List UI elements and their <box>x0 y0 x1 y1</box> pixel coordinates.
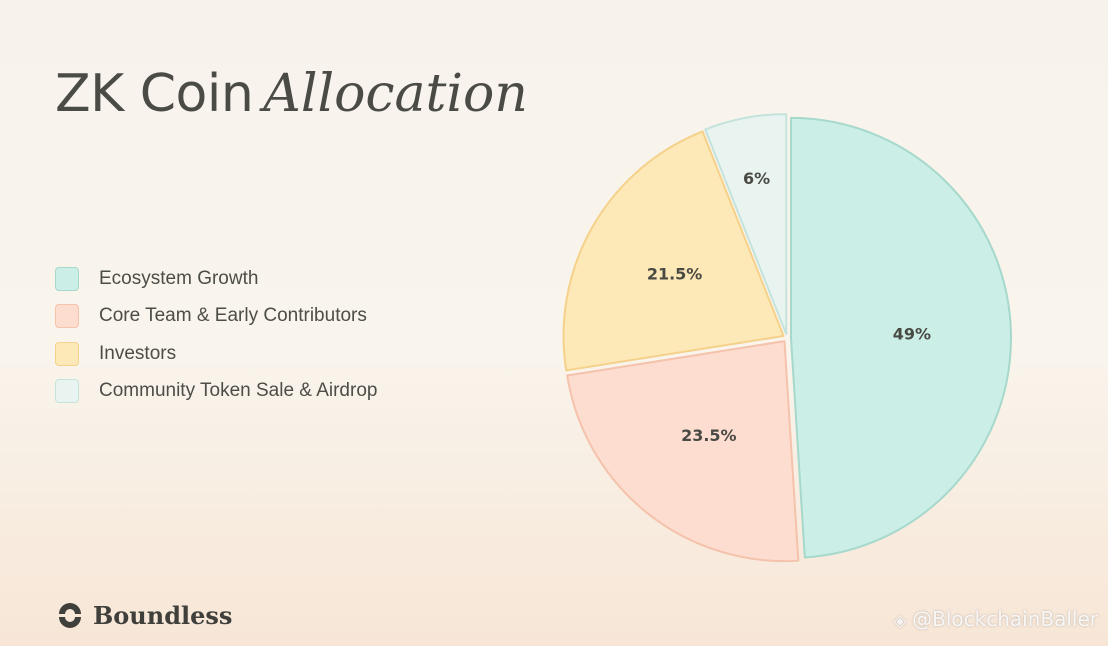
legend-swatch <box>55 379 79 403</box>
slice-label: 6% <box>743 169 770 188</box>
boundless-logo-icon <box>59 603 81 628</box>
page-title: ZK Coin Allocation <box>55 68 528 120</box>
brand-logo: Boundless <box>55 600 232 630</box>
title-italic: Allocation <box>263 64 528 124</box>
legend-swatch <box>55 266 79 291</box>
slice-label: 21.5% <box>647 264 703 283</box>
legend-label: Investors <box>99 342 177 364</box>
legend-item: Community Token Sale & Airdrop <box>55 377 377 406</box>
legend-item: Ecosystem Growth <box>55 264 377 293</box>
chart-legend: Ecosystem Growth Core Team & Early Contr… <box>55 264 377 414</box>
watermark: ◈ @BlockchainBaller <box>894 607 1098 631</box>
slice-label: 49% <box>893 325 931 344</box>
watermark-text: @BlockchainBaller <box>912 607 1098 631</box>
legend-label: Ecosystem Growth <box>99 267 259 289</box>
title-main: ZK Coin <box>55 64 254 124</box>
pie-slice <box>789 116 1012 559</box>
legend-item: Investors <box>55 339 377 368</box>
legend-swatch <box>55 304 79 328</box>
legend-label: Community Token Sale & Airdrop <box>99 380 378 401</box>
slice-label: 23.5% <box>681 426 737 445</box>
legend-swatch <box>55 341 79 366</box>
legend-item: Core Team & Early Contributors <box>55 302 377 331</box>
binance-icon: ◈ <box>893 611 907 630</box>
brand-name: Boundless <box>93 600 233 630</box>
pie-slice <box>704 113 788 336</box>
pie-slice <box>566 340 800 563</box>
pie-slice <box>562 130 785 372</box>
legend-label: Core Team & Early Contributors <box>99 305 367 326</box>
